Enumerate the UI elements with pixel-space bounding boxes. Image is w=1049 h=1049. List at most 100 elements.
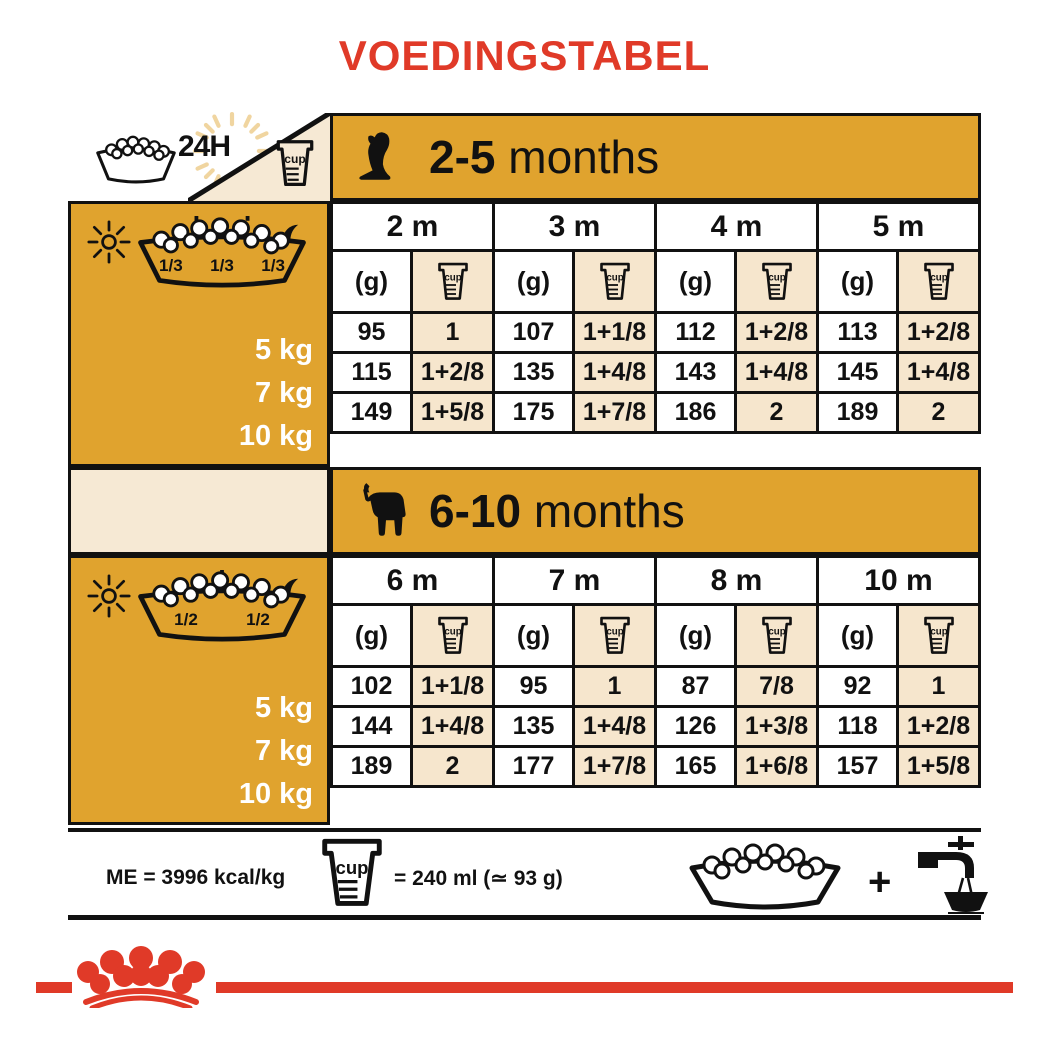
grams-unit-header: (g): [492, 603, 575, 668]
chart-legend-corner: 24H cup: [68, 111, 330, 201]
grams-value: 92: [816, 665, 899, 708]
svg-text:cup: cup: [284, 152, 305, 166]
cup-unit-header: cup: [410, 249, 495, 314]
grams-value: 145: [816, 351, 899, 394]
banner-unit-6-10: months: [533, 485, 685, 537]
food-bowl-icon: [96, 135, 176, 184]
unit-header-row: (g) cup (g) cup (g) cup (g) cup: [330, 249, 981, 314]
cup-value: 1+7/8: [572, 745, 657, 788]
weight-values-2-5: 5 kg 7 kg 10 kg: [239, 329, 313, 458]
grams-unit-header: (g): [330, 249, 413, 314]
banner-text-2-5: 2-5 months: [429, 134, 659, 180]
duration-label: 24H: [178, 130, 231, 163]
measuring-cup-icon: cup: [923, 616, 954, 654]
portion-1: 1/2: [174, 610, 198, 629]
weight-label: WEIGHT: [0, 304, 27, 431]
grams-value: 113: [816, 311, 899, 354]
food-bowl-portions-icon: 1/2 1/2: [138, 570, 306, 642]
cup-value: 1+4/8: [896, 351, 981, 394]
banner-text-6-10: 6-10 months: [429, 488, 685, 534]
grams-value: 126: [654, 705, 737, 748]
cup-value: 1+7/8: [572, 391, 657, 434]
weight-row-2: 7 kg: [254, 735, 313, 768]
cup-unit-header: cup: [410, 603, 495, 668]
unit-header-row: (g) cup (g) cup (g) cup (g) cup: [330, 603, 981, 668]
chart-footer: ME = 3996 kcal/kg cup = 240 ml (≃ 93 g) …: [68, 828, 988, 920]
brand-rule-right: [216, 982, 1013, 993]
table-row: 95 1 107 1+1/8 112 1+2/8 113 1+2/8: [330, 311, 981, 354]
grams-value: 157: [816, 745, 899, 788]
cup-value: 2: [896, 391, 981, 434]
cup-unit-header: cup: [734, 603, 819, 668]
table-row: 149 1+5/8 175 1+7/8 186 2 189 2: [330, 391, 981, 434]
month-header-5m: 5 m: [816, 201, 981, 252]
measuring-cup-icon: cup: [322, 838, 382, 906]
page-title: VOEDINGSTABEL: [338, 32, 711, 79]
grams-value: 186: [654, 391, 737, 434]
svg-text:cup: cup: [606, 626, 623, 637]
cup-value: 1+2/8: [734, 311, 819, 354]
month-header-7m: 7 m: [492, 555, 657, 606]
grams-value: 135: [492, 351, 575, 394]
footer-rule-top: [68, 828, 981, 832]
measuring-cup-icon: cup: [599, 616, 630, 654]
cup-value: 1+2/8: [896, 705, 981, 748]
grams-value: 95: [330, 311, 413, 354]
measuring-cup-icon: cup: [599, 262, 630, 300]
grams-value: 112: [654, 311, 737, 354]
measuring-cup-icon: cup: [276, 140, 314, 187]
cup-value: 1+1/8: [572, 311, 657, 354]
weight-label: WEIGHT: [0, 662, 27, 789]
weight-panel-6-10: 1/2 1/2 ADULT WEIGHT 5 kg 7 kg 10 kg: [0, 555, 330, 825]
grams-value: 177: [492, 745, 575, 788]
cup-value: 2: [734, 391, 819, 434]
adult-weight-label-6-10: ADULT WEIGHT: [0, 662, 27, 814]
grams-value: 149: [330, 391, 413, 434]
month-header-6m: 6 m: [330, 555, 495, 606]
cup-unit-header: cup: [572, 603, 657, 668]
measuring-cup-icon: cup: [761, 262, 792, 300]
cup-value: 2: [410, 745, 495, 788]
grams-value: 118: [816, 705, 899, 748]
svg-text:cup: cup: [444, 272, 461, 283]
weight-row-1: 5 kg: [254, 692, 313, 725]
grams-value: 107: [492, 311, 575, 354]
weight-panel-2-5: 1/3 1/3 1/3 ADULT WEIGHT 5 kg 7 kg 10 kg: [0, 201, 330, 467]
cup-value: 7/8: [734, 665, 819, 708]
cup-value: 1+3/8: [734, 705, 819, 748]
svg-text:cup: cup: [930, 272, 947, 283]
cup-unit-header: cup: [896, 603, 981, 668]
food-bowl-icon: [689, 843, 841, 910]
measuring-cup-icon: cup: [437, 616, 468, 654]
measuring-cup-icon: cup: [761, 616, 792, 654]
cup-unit-header: cup: [572, 249, 657, 314]
food-bowl-portions-icon: 1/3 1/3 1/3: [138, 216, 306, 288]
cup-value: 1+6/8: [734, 745, 819, 788]
brand-rule-left: [36, 982, 72, 993]
month-header-4m: 4 m: [654, 201, 819, 252]
grams-value: 144: [330, 705, 413, 748]
weight-row-3: 10 kg: [238, 778, 313, 811]
feeding-chart: 24H cup 2-5 months: [0, 111, 981, 825]
cup-value: 1+4/8: [734, 351, 819, 394]
grams-value: 95: [492, 665, 575, 708]
month-header-3m: 3 m: [492, 201, 657, 252]
grams-value: 143: [654, 351, 737, 394]
cup-value: 1+5/8: [896, 745, 981, 788]
plus-symbol: +: [868, 860, 892, 904]
grams-value: 189: [330, 745, 413, 788]
grams-unit-header: (g): [654, 603, 737, 668]
svg-text:cup: cup: [336, 857, 369, 878]
table-row: 144 1+4/8 135 1+4/8 126 1+3/8 118 1+2/8: [330, 705, 981, 748]
grams-value: 102: [330, 665, 413, 708]
metabolizable-energy: ME = 3996 kcal/kg: [106, 866, 286, 889]
cup-equivalence: = 240 ml (≃ 93 g): [394, 867, 563, 890]
svg-text:cup: cup: [768, 626, 785, 637]
month-header-10m: 10 m: [816, 555, 981, 606]
sitting-puppy-icon: [359, 132, 391, 180]
